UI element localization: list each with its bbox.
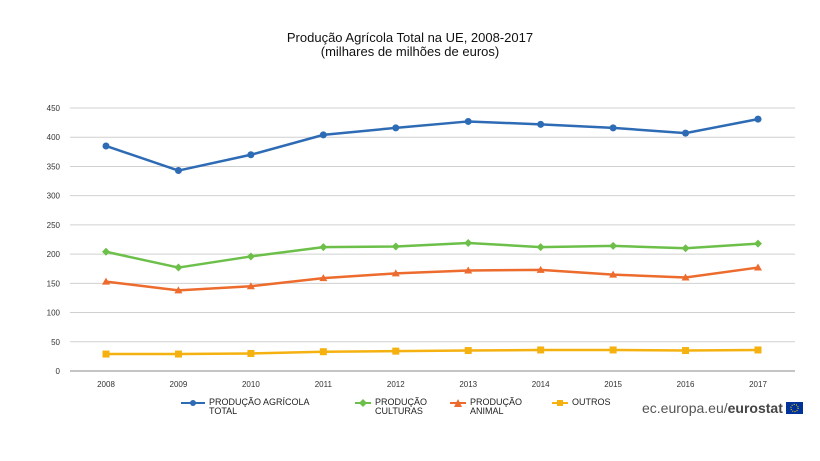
data-point-triangle bbox=[754, 263, 762, 271]
legend-label: PRODUÇÃO AGRÍCOLA TOTAL bbox=[209, 397, 310, 416]
x-tick-label: 2013 bbox=[459, 380, 477, 389]
legend-label: OUTROS bbox=[572, 397, 611, 407]
data-point-diamond bbox=[319, 243, 328, 252]
data-point-diamond bbox=[681, 244, 690, 253]
eurostat-branding: ec.europa.eu/eurostat bbox=[642, 400, 803, 416]
data-point-diamond bbox=[246, 252, 255, 261]
data-point-triangle bbox=[319, 274, 328, 282]
legend-item-animal: PRODUÇÃO ANIMAL bbox=[450, 398, 528, 416]
legend-marker-diamond bbox=[355, 399, 371, 407]
data-point-triangle bbox=[464, 266, 473, 274]
series-line-3 bbox=[106, 348, 759, 356]
eu-flag-icon bbox=[785, 402, 803, 414]
x-tick-label: 2015 bbox=[604, 380, 622, 389]
y-tick-label: 250 bbox=[47, 221, 61, 230]
data-point-circle bbox=[754, 115, 762, 123]
series-line-0 bbox=[105, 117, 759, 172]
data-point-square bbox=[247, 349, 255, 357]
x-tick-label: 2017 bbox=[749, 380, 767, 389]
data-point-circle bbox=[392, 124, 400, 132]
x-tick-label: 2009 bbox=[170, 380, 188, 389]
y-tick-label: 400 bbox=[47, 133, 61, 142]
data-point-triangle bbox=[391, 269, 400, 277]
data-point-square bbox=[102, 350, 110, 358]
data-point-triangle bbox=[246, 282, 255, 290]
x-tick-label: 2014 bbox=[532, 380, 550, 389]
data-point-circle bbox=[319, 131, 327, 139]
data-point-square bbox=[174, 350, 182, 358]
data-point-square bbox=[392, 347, 400, 355]
chart-title: Produção Agrícola Total na UE, 2008-2017 bbox=[286, 30, 534, 45]
legend-marker-square bbox=[552, 400, 568, 406]
y-tick-label: 0 bbox=[56, 367, 61, 376]
legend-label: PRODUÇÃO ANIMAL bbox=[470, 397, 523, 416]
data-point-triangle bbox=[609, 270, 618, 278]
x-tick-label: 2012 bbox=[387, 380, 405, 389]
data-point-square bbox=[754, 346, 762, 354]
data-point-diamond bbox=[609, 241, 618, 250]
y-tick-label: 300 bbox=[47, 192, 61, 201]
brand-prefix: ec.europa.eu/ bbox=[642, 400, 728, 416]
data-point-square bbox=[537, 346, 545, 354]
x-tick-label: 2010 bbox=[242, 380, 260, 389]
chart-legend: PRODUÇÃO AGRÍCOLA TOTAL PRODUÇÃO CULTURA… bbox=[0, 398, 820, 428]
y-tick-label: 100 bbox=[47, 309, 61, 318]
legend-item-outros: OUTROS bbox=[552, 398, 611, 407]
y-tick-label: 350 bbox=[47, 162, 61, 171]
x-tick-label: 2016 bbox=[677, 380, 695, 389]
series-line-1 bbox=[105, 241, 759, 269]
data-point-triangle bbox=[102, 277, 110, 285]
y-tick-label: 150 bbox=[47, 279, 61, 288]
data-point-diamond bbox=[754, 239, 762, 248]
data-point-circle bbox=[464, 117, 472, 125]
data-point-circle bbox=[174, 167, 182, 175]
series-line-2 bbox=[105, 266, 759, 292]
legend-item-total: PRODUÇÃO AGRÍCOLA TOTAL bbox=[181, 398, 321, 416]
legend-marker-triangle bbox=[450, 399, 466, 407]
data-point-square bbox=[609, 346, 617, 354]
data-point-circle bbox=[537, 120, 545, 128]
y-tick-label: 50 bbox=[51, 338, 60, 347]
data-point-square bbox=[682, 347, 690, 355]
legend-marker-circle bbox=[181, 400, 205, 406]
data-point-circle bbox=[247, 151, 255, 159]
x-tick-label: 2008 bbox=[97, 380, 115, 389]
data-point-triangle bbox=[536, 265, 545, 273]
data-point-diamond bbox=[536, 243, 545, 252]
data-point-diamond bbox=[174, 263, 183, 272]
data-point-diamond bbox=[464, 239, 473, 248]
brand-name: eurostat bbox=[727, 400, 783, 416]
data-point-circle bbox=[102, 142, 110, 150]
data-point-square bbox=[464, 347, 472, 355]
data-point-diamond bbox=[391, 242, 400, 251]
chart-title-block: Produção Agrícola Total na UE, 2008-2017… bbox=[0, 31, 820, 59]
x-tick-label: 2011 bbox=[315, 380, 333, 389]
data-point-circle bbox=[682, 129, 690, 137]
data-point-square bbox=[319, 348, 327, 356]
y-tick-label: 450 bbox=[47, 104, 61, 113]
data-point-triangle bbox=[174, 286, 183, 294]
legend-item-culturas: PRODUÇÃO CULTURAS bbox=[355, 398, 433, 416]
data-point-diamond bbox=[102, 247, 110, 256]
data-point-triangle bbox=[681, 273, 690, 281]
data-point-circle bbox=[609, 124, 617, 132]
legend-label: PRODUÇÃO CULTURAS bbox=[375, 397, 428, 416]
chart-subtitle: (milhares de milhões de euros) bbox=[320, 44, 500, 59]
y-tick-label: 200 bbox=[47, 250, 61, 259]
